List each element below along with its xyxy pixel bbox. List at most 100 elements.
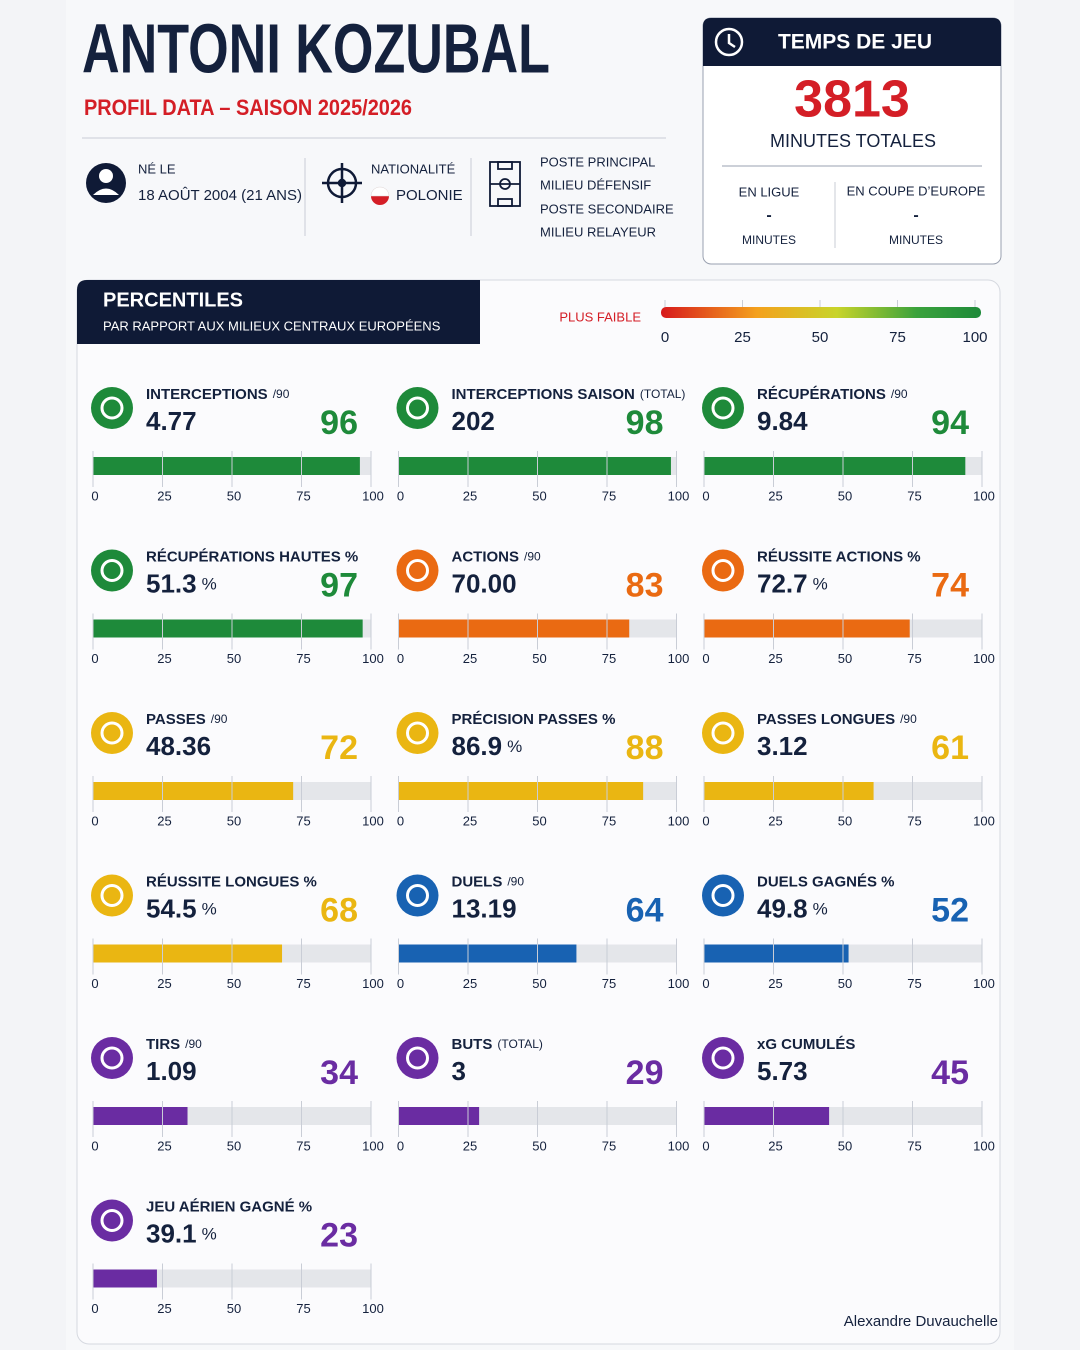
metric-stat: 202	[452, 406, 495, 436]
axis-tick-label: 25	[463, 976, 477, 991]
metric-unit: %	[507, 737, 522, 756]
axis-tick-label: 25	[157, 813, 171, 828]
metric-card: PRÉCISION PASSES % 86.9% 88 0 25 50 75 100	[396, 711, 689, 828]
metric-label: PRÉCISION PASSES %	[452, 711, 616, 728]
axis-tick-label: 25	[463, 813, 477, 828]
metric-title: RÉCUPÉRATIONS/90	[757, 386, 908, 403]
axis-tick-label: 75	[907, 813, 921, 828]
axis-tick-label: 50	[227, 1301, 241, 1316]
axis-tick-label: 50	[838, 488, 852, 503]
time-total-label: MINUTES TOTALES	[770, 131, 936, 151]
metric-stat: 54.5%	[146, 893, 217, 923]
metric-percentile: 88	[626, 729, 664, 767]
metric-card: JEU AÉRIEN GAGNÉ % 39.1% 23 0 25 50 75 100	[91, 1198, 384, 1316]
metric-label: INTERCEPTIONS SAISON	[452, 386, 635, 403]
metric-value: 48.36	[146, 731, 211, 761]
percentile-bar	[398, 944, 577, 963]
axis-tick-label: 100	[362, 1301, 384, 1316]
axis-tick-label: 75	[907, 488, 921, 503]
metric-value: 86.9	[452, 731, 503, 761]
axis-tick-label: 75	[602, 488, 616, 503]
metric-icon-inner	[406, 884, 429, 907]
metric-percentile: 64	[626, 891, 664, 929]
league-value: -	[766, 207, 771, 224]
europe-label: EN COUPE D’EUROPE	[847, 183, 986, 198]
axis-tick-label: 75	[296, 1138, 310, 1153]
metric-icon	[396, 1037, 439, 1079]
metric-label: RÉCUPÉRATIONS	[757, 386, 886, 403]
time-title: TEMPS DE JEU	[778, 31, 932, 54]
axis-tick-label: 50	[227, 976, 241, 991]
time-box-header	[703, 18, 1001, 66]
metric-qualifier: (TOTAL)	[640, 387, 686, 401]
metric-icon-inner	[406, 559, 429, 582]
percentile-bar	[398, 457, 671, 475]
metric-icon	[396, 549, 439, 592]
metric-label: DUELS GAGNÉS %	[757, 873, 895, 890]
metric-icon-inner	[406, 1046, 429, 1070]
metric-qualifier: /90	[507, 875, 524, 889]
axis-tick-label: 75	[296, 813, 310, 828]
metric-stat: 5.73	[757, 1056, 808, 1086]
axis-tick-label: 75	[602, 1138, 616, 1153]
metric-icon-inner	[711, 884, 735, 907]
metric-percentile: 68	[320, 891, 358, 929]
metric-label: RÉUSSITE ACTIONS %	[757, 548, 921, 565]
metric-icon	[91, 874, 133, 917]
metric-qualifier: /90	[273, 387, 290, 401]
axis-tick-label: 75	[602, 976, 616, 991]
axis-tick-label: 0	[91, 651, 98, 666]
axis-tick-label: 25	[768, 976, 782, 991]
axis-tick-label: 25	[157, 488, 171, 503]
axis-tick-label: 50	[227, 488, 241, 503]
percentile-bar	[93, 457, 360, 475]
axis-tick-label: 0	[702, 651, 709, 666]
metric-card: RÉUSSITE ACTIONS % 72.7% 74 0 25 50 75 100	[702, 548, 995, 666]
scale-tick-label: 75	[889, 329, 906, 346]
axis-tick-label: 50	[532, 813, 546, 828]
nationality-label: NATIONALITÉ	[371, 161, 456, 176]
metric-stat: 1.09	[146, 1056, 197, 1086]
percentile-bar	[93, 782, 294, 800]
metric-icon-inner	[711, 396, 735, 420]
axis-tick-label: 0	[702, 976, 709, 991]
metric-label: DUELS	[452, 873, 503, 890]
axis-tick-label: 0	[91, 1301, 98, 1316]
metric-stat: 4.77	[146, 406, 197, 436]
axis-tick-label: 25	[157, 1138, 171, 1153]
metric-percentile: 74	[931, 566, 969, 604]
metric-stat: 3.12	[757, 731, 808, 761]
metric-percentile: 52	[931, 891, 969, 929]
metric-stat: 9.84	[757, 406, 808, 436]
europe-value: -	[913, 207, 918, 224]
league-label: EN LIGUE	[739, 184, 800, 199]
axis-tick-label: 0	[91, 1138, 98, 1153]
metric-unit: %	[202, 575, 217, 594]
position-primary: MILIEU DÉFENSIF	[540, 177, 651, 192]
metric-unit: %	[813, 900, 828, 919]
axis-tick-label: 75	[602, 651, 616, 666]
metric-icon-inner	[100, 1209, 124, 1232]
metric-title: RÉUSSITE LONGUES %	[146, 873, 317, 890]
metric-title: INTERCEPTIONS SAISON (TOTAL)	[452, 386, 686, 403]
metric-value: 51.3	[146, 568, 197, 598]
axis-tick-label: 100	[362, 813, 384, 828]
axis-tick-label: 100	[973, 1138, 995, 1153]
axis-tick-label: 75	[296, 976, 310, 991]
axis-tick-label: 75	[907, 651, 921, 666]
scale-tick-label: 25	[734, 329, 751, 346]
metric-title: RÉCUPÉRATIONS HAUTES %	[146, 548, 358, 565]
axis-tick-label: 0	[702, 1138, 709, 1153]
metric-icon	[396, 387, 439, 429]
axis-tick-label: 0	[397, 651, 404, 666]
metric-card: ACTIONS/90 70.00 83 0 25 50 75 100	[396, 548, 689, 666]
percentile-bar	[704, 1107, 830, 1125]
nationality-icon	[322, 163, 362, 203]
metric-label: RÉCUPÉRATIONS HAUTES %	[146, 548, 358, 565]
metric-unit: %	[813, 575, 828, 594]
metric-icon	[702, 1037, 744, 1079]
metric-value: 5.73	[757, 1056, 808, 1086]
percentile-bar	[93, 619, 363, 638]
metric-title: TIRS/90	[146, 1036, 202, 1053]
percentiles-title: PERCENTILES	[103, 289, 243, 311]
